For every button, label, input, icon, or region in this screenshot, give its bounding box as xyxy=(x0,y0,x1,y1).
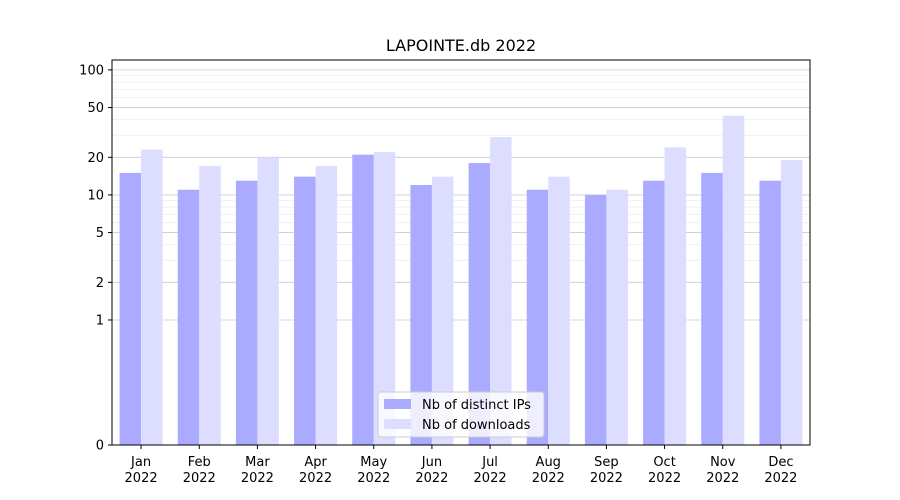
bar-distinct-ips-dec xyxy=(759,180,781,445)
x-tick-label: Jul 2022 xyxy=(474,455,507,486)
bar-downloads-oct xyxy=(664,147,687,446)
bar-distinct-ips-sep xyxy=(584,194,607,445)
x-tick-label: May 2022 xyxy=(357,455,390,486)
bar-distinct-ips-aug xyxy=(526,189,549,445)
legend-box xyxy=(377,391,545,438)
x-axis: Jan 2022 Feb 2022 Mar 2022 Apr 2022 May 2022 Jun 20… xyxy=(125,445,797,486)
y-tick-label: 20 xyxy=(87,151,104,166)
x-tick-label: Dec 2022 xyxy=(764,455,797,486)
y-tick-label: 1 xyxy=(96,313,104,328)
bar-distinct-ips-jan xyxy=(119,172,142,445)
bar-downloads-aug xyxy=(548,176,570,445)
x-tick-label: Nov 2022 xyxy=(706,455,739,486)
bars xyxy=(119,115,803,446)
bar-downloads-nov xyxy=(722,115,745,445)
x-tick-label: Mar 2022 xyxy=(241,455,274,486)
legend-swatch xyxy=(384,399,411,409)
bar-distinct-ips-jun xyxy=(410,185,432,445)
legend: Nb of distinct IPs Nb of downloads xyxy=(377,391,545,438)
x-tick-label: Jan 2022 xyxy=(125,455,158,486)
x-tick-label: Jun 2022 xyxy=(415,455,448,486)
bar-distinct-ips-feb xyxy=(177,189,200,445)
y-tick-label: 5 xyxy=(96,226,104,241)
bar-downloads-sep xyxy=(606,189,628,445)
legend-label: Nb of distinct IPs xyxy=(422,398,531,413)
y-axis: 0 1 2 5 10 20 50 100 xyxy=(79,63,112,454)
bar-downloads-jul xyxy=(490,137,512,445)
x-tick-label: Sep 2022 xyxy=(590,455,623,486)
bar-distinct-ips-apr xyxy=(294,176,316,445)
bar-distinct-ips-oct xyxy=(643,180,665,445)
y-tick-label: 0 xyxy=(96,439,104,454)
legend-swatch xyxy=(384,419,411,429)
bar-distinct-ips-nov xyxy=(701,172,723,445)
plot-frame xyxy=(111,59,811,446)
bar-downloads-dec xyxy=(780,160,803,445)
bar-downloads-mar xyxy=(257,157,279,445)
bar-downloads-jun xyxy=(431,176,454,445)
chart-title: LAPOINTE.db 2022 xyxy=(386,36,536,55)
legend-label: Nb of downloads xyxy=(422,418,531,433)
bar-downloads-may xyxy=(373,152,396,445)
bar-downloads-apr xyxy=(315,166,338,445)
bar-distinct-ips-jul xyxy=(468,163,491,445)
x-tick-label: Apr 2022 xyxy=(299,455,332,486)
bar-downloads-feb xyxy=(199,166,221,445)
y-tick-label: 50 xyxy=(87,101,104,116)
bar-distinct-ips-may xyxy=(352,154,374,446)
y-tick-label: 10 xyxy=(87,188,104,203)
x-tick-label: Aug 2022 xyxy=(532,455,565,486)
grid-lines xyxy=(112,69,810,321)
y-tick-label: 2 xyxy=(96,276,104,291)
bar-distinct-ips-mar xyxy=(235,180,258,445)
x-tick-label: Feb 2022 xyxy=(183,455,216,486)
y-tick-label: 100 xyxy=(79,63,104,78)
bar-downloads-jan xyxy=(141,149,163,446)
x-tick-label: Oct 2022 xyxy=(648,455,681,486)
